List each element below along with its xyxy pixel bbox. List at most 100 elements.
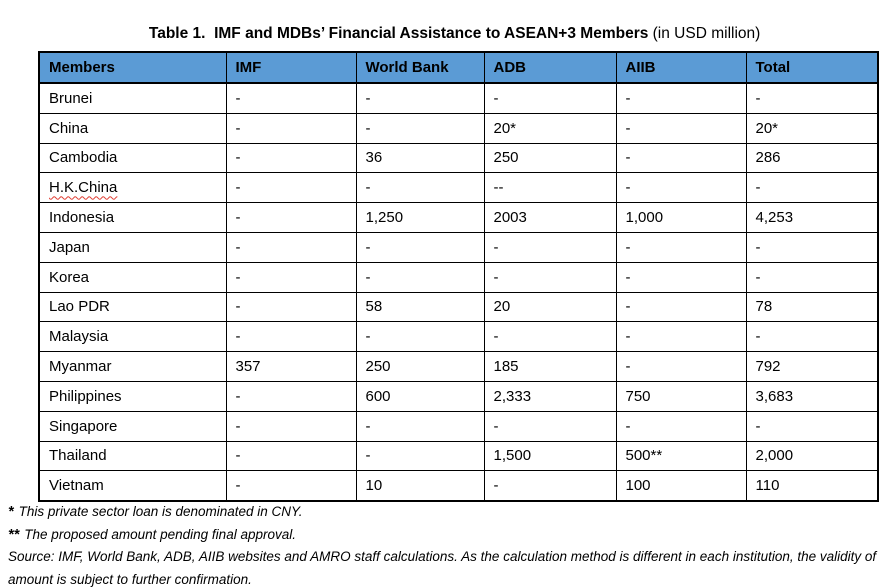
value-cell: - bbox=[225, 172, 357, 204]
member-cell: H.K.China bbox=[38, 172, 227, 204]
value-cell: - bbox=[745, 231, 879, 263]
value-cell: 100 bbox=[615, 470, 747, 502]
value-cell: 20* bbox=[483, 112, 617, 144]
value-cell: 20* bbox=[745, 112, 879, 144]
member-cell: Philippines bbox=[38, 380, 227, 412]
value-cell: - bbox=[615, 82, 747, 114]
value-cell: - bbox=[355, 231, 485, 263]
table-row: China - - 20* - 20* bbox=[38, 112, 879, 144]
member-cell: Myanmar bbox=[38, 351, 227, 382]
header-row: Members IMF World Bank ADB AIIB Total bbox=[38, 51, 879, 84]
value-cell: 4,253 bbox=[745, 202, 879, 233]
table-notes: * This private sector loan is denominated… bbox=[8, 501, 882, 588]
value-cell: 10 bbox=[355, 470, 485, 502]
footnote-2-marker: ** bbox=[8, 526, 20, 543]
member-cell: Thailand bbox=[38, 440, 227, 472]
table-row: Myanmar 357 250 185 - 792 bbox=[38, 351, 879, 382]
table-title: Table 1. IMF and MDBs’ Financial Assista… bbox=[0, 7, 892, 61]
value-cell: - bbox=[225, 380, 357, 412]
value-cell: - bbox=[483, 82, 617, 114]
table-row: Vietnam - 10 - 100 110 bbox=[38, 470, 879, 502]
col-header-aiib: AIIB bbox=[615, 51, 747, 84]
value-cell: - bbox=[745, 321, 879, 353]
footnote-1-text: This private sector loan is denominated … bbox=[18, 504, 303, 519]
value-cell: - bbox=[355, 172, 485, 204]
value-cell: 2,333 bbox=[483, 380, 617, 412]
table-row: Korea - - - - - bbox=[38, 261, 879, 293]
value-cell: 250 bbox=[483, 142, 617, 174]
value-cell: - bbox=[225, 470, 357, 502]
member-cell: Japan bbox=[38, 231, 227, 263]
member-cell: Indonesia bbox=[38, 202, 227, 233]
value-cell: - bbox=[225, 321, 357, 353]
table-row: Cambodia - 36 250 - 286 bbox=[38, 142, 879, 174]
value-cell: - bbox=[615, 142, 747, 174]
footnote-2-text: The proposed amount pending final approv… bbox=[24, 526, 296, 542]
table-row: Indonesia - 1,250 2003 1,000 4,253 bbox=[38, 202, 879, 233]
table-row: Philippines - 600 2,333 750 3,683 bbox=[38, 380, 879, 412]
value-cell: - bbox=[225, 261, 357, 293]
value-cell: - bbox=[225, 202, 357, 233]
footnote-2: ** The proposed amount pending final appr… bbox=[8, 524, 882, 547]
table-row: Brunei - - - - - bbox=[38, 82, 879, 114]
member-cell: Malaysia bbox=[38, 321, 227, 353]
value-cell: -- bbox=[483, 172, 617, 204]
value-cell: - bbox=[615, 410, 747, 442]
value-cell: - bbox=[225, 142, 357, 174]
value-cell: - bbox=[745, 261, 879, 293]
member-cell: Vietnam bbox=[38, 470, 227, 502]
value-cell: 1,000 bbox=[615, 202, 747, 233]
col-header-imf: IMF bbox=[225, 51, 357, 84]
value-cell: 1,250 bbox=[355, 202, 485, 233]
value-cell: 250 bbox=[355, 351, 485, 382]
table-title-unit: (in USD million) bbox=[648, 25, 761, 42]
value-cell: - bbox=[355, 261, 485, 293]
table-row: Malaysia - - - - - bbox=[38, 321, 879, 353]
member-cell-misspelled-text: H.K.China bbox=[49, 179, 118, 197]
value-cell: - bbox=[615, 351, 747, 382]
value-cell: 750 bbox=[615, 380, 747, 412]
table-row: Singapore - - - - - bbox=[38, 410, 879, 442]
source-note: Source: IMF, World Bank, ADB, AIIB websi… bbox=[8, 549, 877, 587]
col-header-world-bank: World Bank bbox=[355, 51, 485, 84]
value-cell: 2,000 bbox=[745, 440, 879, 472]
member-cell: Cambodia bbox=[38, 142, 227, 174]
value-cell: - bbox=[483, 410, 617, 442]
value-cell: - bbox=[483, 231, 617, 263]
col-header-members: Members bbox=[38, 51, 227, 84]
value-cell: - bbox=[615, 172, 747, 204]
value-cell: - bbox=[355, 410, 485, 442]
value-cell: 2003 bbox=[483, 202, 617, 233]
value-cell: 792 bbox=[745, 351, 879, 382]
value-cell: - bbox=[225, 112, 357, 144]
value-cell: 58 bbox=[355, 291, 485, 323]
member-cell: Korea bbox=[38, 261, 227, 293]
value-cell: - bbox=[615, 261, 747, 293]
assistance-table: Members IMF World Bank ADB AIIB Total Br… bbox=[38, 51, 879, 503]
footnote-1: * This private sector loan is denominated… bbox=[8, 501, 882, 524]
value-cell: - bbox=[745, 172, 879, 204]
value-cell: - bbox=[225, 410, 357, 442]
value-cell: - bbox=[483, 321, 617, 353]
value-cell: - bbox=[745, 82, 879, 114]
member-cell: Singapore bbox=[38, 410, 227, 442]
value-cell: - bbox=[225, 231, 357, 263]
value-cell: - bbox=[615, 231, 747, 263]
value-cell: - bbox=[355, 112, 485, 144]
member-cell: Brunei bbox=[38, 82, 227, 114]
value-cell: 600 bbox=[355, 380, 485, 412]
table-row: H.K.China - - -- - - bbox=[38, 172, 879, 204]
value-cell: - bbox=[355, 440, 485, 472]
footnote-1-marker: * bbox=[8, 504, 14, 520]
value-cell: 110 bbox=[745, 470, 879, 502]
value-cell: 1,500 bbox=[483, 440, 617, 472]
value-cell: - bbox=[225, 291, 357, 323]
col-header-adb: ADB bbox=[483, 51, 617, 84]
value-cell: - bbox=[483, 470, 617, 502]
value-cell: - bbox=[745, 410, 879, 442]
table-row: Lao PDR - 58 20 - 78 bbox=[38, 291, 879, 323]
value-cell: 78 bbox=[745, 291, 879, 323]
member-cell: Lao PDR bbox=[38, 291, 227, 323]
table-row: Thailand - - 1,500 500** 2,000 bbox=[38, 440, 879, 472]
value-cell: - bbox=[225, 440, 357, 472]
